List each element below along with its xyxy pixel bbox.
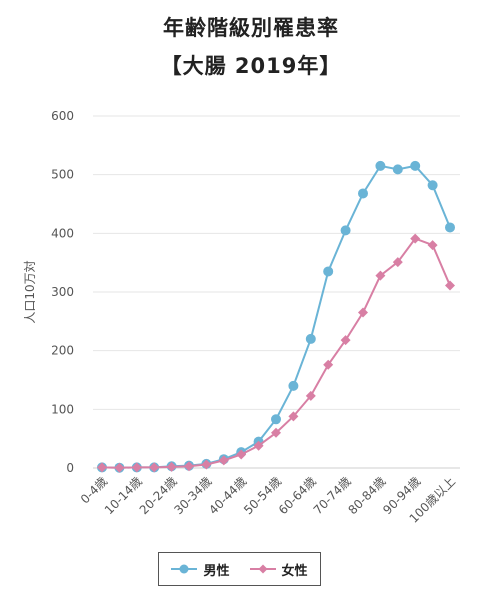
- y-tick-label: 100: [51, 402, 74, 416]
- y-axis-label: 人口10万対: [23, 260, 37, 323]
- chart-title: 年齢階級別罹患率: [163, 16, 339, 40]
- y-tick-label: 500: [51, 168, 74, 182]
- legend[interactable]: 男性 女性: [158, 552, 321, 586]
- x-tick-label: 60-64歳: [276, 474, 319, 517]
- data-point-female: [184, 461, 194, 472]
- data-point-female: [427, 240, 438, 251]
- x-tick-label: 20-24歳: [137, 474, 180, 517]
- data-point-female: [236, 449, 247, 460]
- legend-male-marker-icon: [171, 564, 198, 574]
- data-point-female: [305, 390, 316, 401]
- data-point-female: [358, 307, 368, 318]
- chart-subtitle: 【大腸 2019年】: [160, 54, 342, 78]
- data-point-female: [375, 270, 386, 281]
- x-tick-label: 50-54歳: [241, 474, 284, 517]
- data-point-male: [340, 225, 351, 236]
- legend-female-marker-icon: [249, 564, 276, 574]
- data-point-male: [410, 160, 421, 171]
- data-point-female: [410, 233, 421, 244]
- x-tick-label: 10-14歳: [102, 474, 145, 517]
- data-point-male: [323, 266, 334, 277]
- legend-female-label: 女性: [281, 563, 308, 579]
- data-point-female: [271, 427, 281, 438]
- data-point-male: [375, 160, 386, 171]
- data-point-female: [340, 335, 351, 346]
- x-tick-label: 70-74歳: [311, 474, 354, 517]
- data-point-female: [218, 455, 229, 466]
- data-point-female: [288, 411, 299, 422]
- data-point-female: [166, 461, 177, 472]
- data-point-female: [392, 257, 403, 268]
- data-point-female: [97, 462, 107, 473]
- data-point-male: [427, 180, 438, 191]
- data-point-male: [392, 164, 403, 175]
- data-point-female: [201, 459, 212, 470]
- y-tick-label: 200: [51, 344, 74, 358]
- x-tick-label: 0-4歳: [78, 474, 110, 506]
- data-point-male: [271, 414, 281, 425]
- x-tick-label: 40-44歳: [206, 474, 249, 517]
- data-point-female: [149, 462, 160, 473]
- data-point-female: [253, 440, 264, 451]
- legend-item-female[interactable]: 女性: [249, 560, 308, 579]
- data-point-male: [288, 380, 299, 391]
- data-point-female: [445, 280, 455, 291]
- x-tick-label: 80-84歳: [345, 474, 388, 517]
- data-point-female: [323, 359, 334, 370]
- legend-item-male[interactable]: 男性: [171, 560, 230, 579]
- data-point-male: [305, 333, 316, 344]
- y-tick-label: 300: [51, 285, 74, 299]
- data-point-female: [114, 462, 125, 473]
- x-tick-label: 30-34歳: [171, 474, 214, 517]
- y-tick-label: 0: [66, 461, 74, 475]
- data-point-female: [131, 462, 142, 473]
- data-point-male: [445, 222, 455, 233]
- data-point-male: [358, 188, 368, 199]
- y-tick-label: 600: [51, 109, 74, 123]
- y-tick-label: 400: [51, 226, 74, 240]
- legend-male-label: 男性: [203, 563, 230, 579]
